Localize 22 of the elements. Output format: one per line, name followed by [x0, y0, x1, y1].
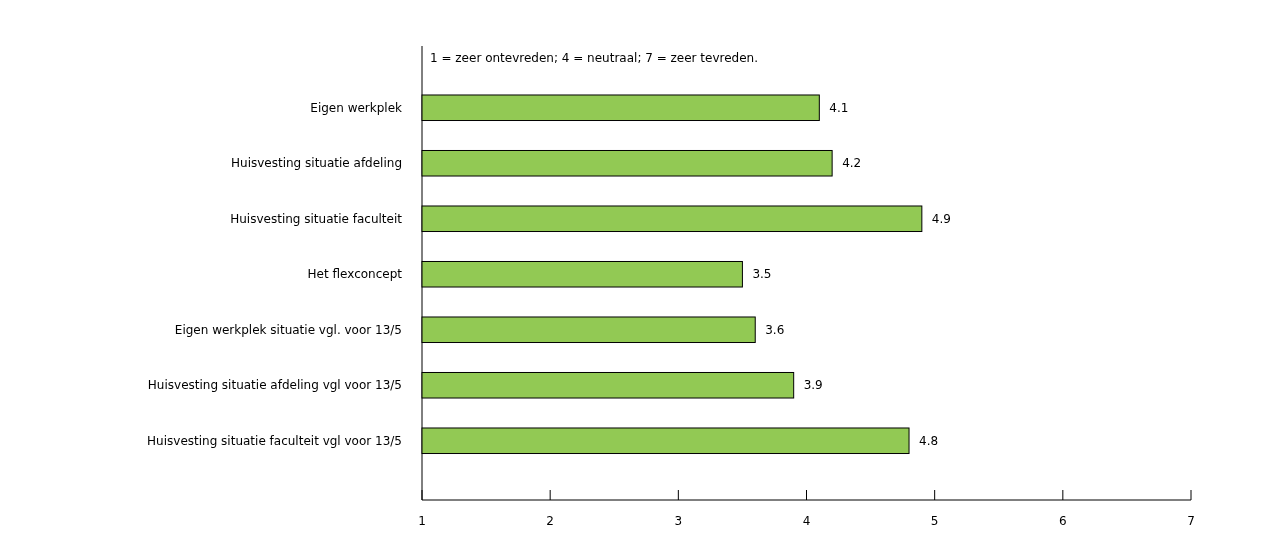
data-label: 4.1: [829, 100, 849, 115]
data-label: 3.6: [765, 322, 785, 337]
data-label: 4.9: [931, 211, 951, 226]
x-tick-label: 7: [1187, 514, 1195, 528]
y-tick-label: Huisvesting situatie afdeling: [231, 156, 402, 171]
data-label: 4.8: [919, 433, 939, 448]
y-tick-label: Eigen werkplek: [310, 100, 403, 115]
y-tick-label: Huisvesting situatie afdeling vgl voor 13/5: [147, 378, 402, 393]
annotation: 1 = zeer ontevreden; 4 = neutraal; 7 = zeer tevreden.: [430, 51, 759, 65]
y-tick-label: Huisvesting situatie faculteit: [230, 211, 403, 226]
x-tick-label: 1: [418, 514, 426, 528]
data-label: 3.5: [752, 267, 772, 282]
x-tick-label: 5: [930, 514, 939, 528]
data-label: 3.9: [803, 378, 823, 393]
x-tick-label: 6: [1059, 514, 1067, 528]
x-tick-label: 4: [802, 514, 811, 528]
y-tick-label: Het flexconcept: [307, 267, 403, 282]
x-tick-label: 3: [674, 514, 683, 528]
x-tick-label: 2: [546, 514, 554, 528]
y-tick-label: Eigen werkplek situatie vgl. voor 13/5: [174, 322, 402, 337]
y-tick-label: Huisvesting situatie faculteit vgl voor 13/5: [147, 433, 402, 448]
data-label: 4.2: [842, 156, 862, 171]
